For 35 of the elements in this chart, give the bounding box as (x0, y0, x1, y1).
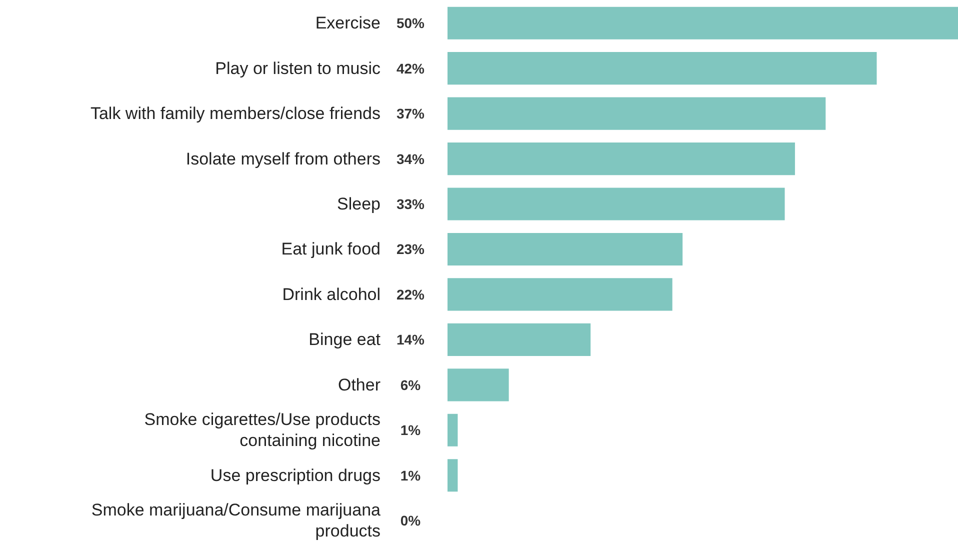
bar (448, 188, 785, 220)
y-tick-label: Exercise (315, 14, 380, 33)
bar (448, 278, 672, 311)
bar (448, 52, 877, 85)
data-label: 6% (400, 376, 422, 393)
bar (448, 232, 683, 266)
data-label: 42% (396, 60, 426, 76)
data-label: 14% (396, 332, 426, 348)
y-tick-label: Eat junk food (281, 240, 381, 259)
data-label: 1% (400, 422, 422, 438)
bar (448, 142, 795, 176)
bar (448, 414, 458, 446)
bar (448, 97, 826, 130)
data-label: 37% (396, 106, 426, 122)
data-label: 22% (396, 286, 426, 302)
y-tick-label: Smoke marijuana/Consume marijuana products (91, 500, 382, 541)
bar (448, 368, 509, 402)
bar (448, 6, 958, 40)
data-label: 23% (396, 241, 426, 258)
y-tick-label: Drink alcohol (282, 284, 380, 304)
y-tick-label: Other (338, 375, 381, 394)
data-label: 34% (396, 150, 426, 167)
data-label: 0% (400, 512, 422, 529)
y-tick-label: Sleep (337, 194, 381, 214)
y-tick-label: Talk with family members/close friends (90, 104, 380, 124)
y-tick-label: Use prescription drugs (210, 466, 381, 485)
y-tick-label: Binge eat (308, 330, 381, 350)
data-label: 1% (400, 467, 422, 484)
y-tick-label: Smoke cigarettes/Use products containing nicotine (144, 410, 381, 450)
y-tick-label: Play or listen to music (215, 58, 381, 78)
bar (448, 459, 458, 492)
data-label: 33% (396, 196, 426, 212)
y-tick-label: Isolate myself from others (186, 149, 381, 168)
data-label: 50% (396, 15, 426, 32)
bar (448, 323, 591, 356)
